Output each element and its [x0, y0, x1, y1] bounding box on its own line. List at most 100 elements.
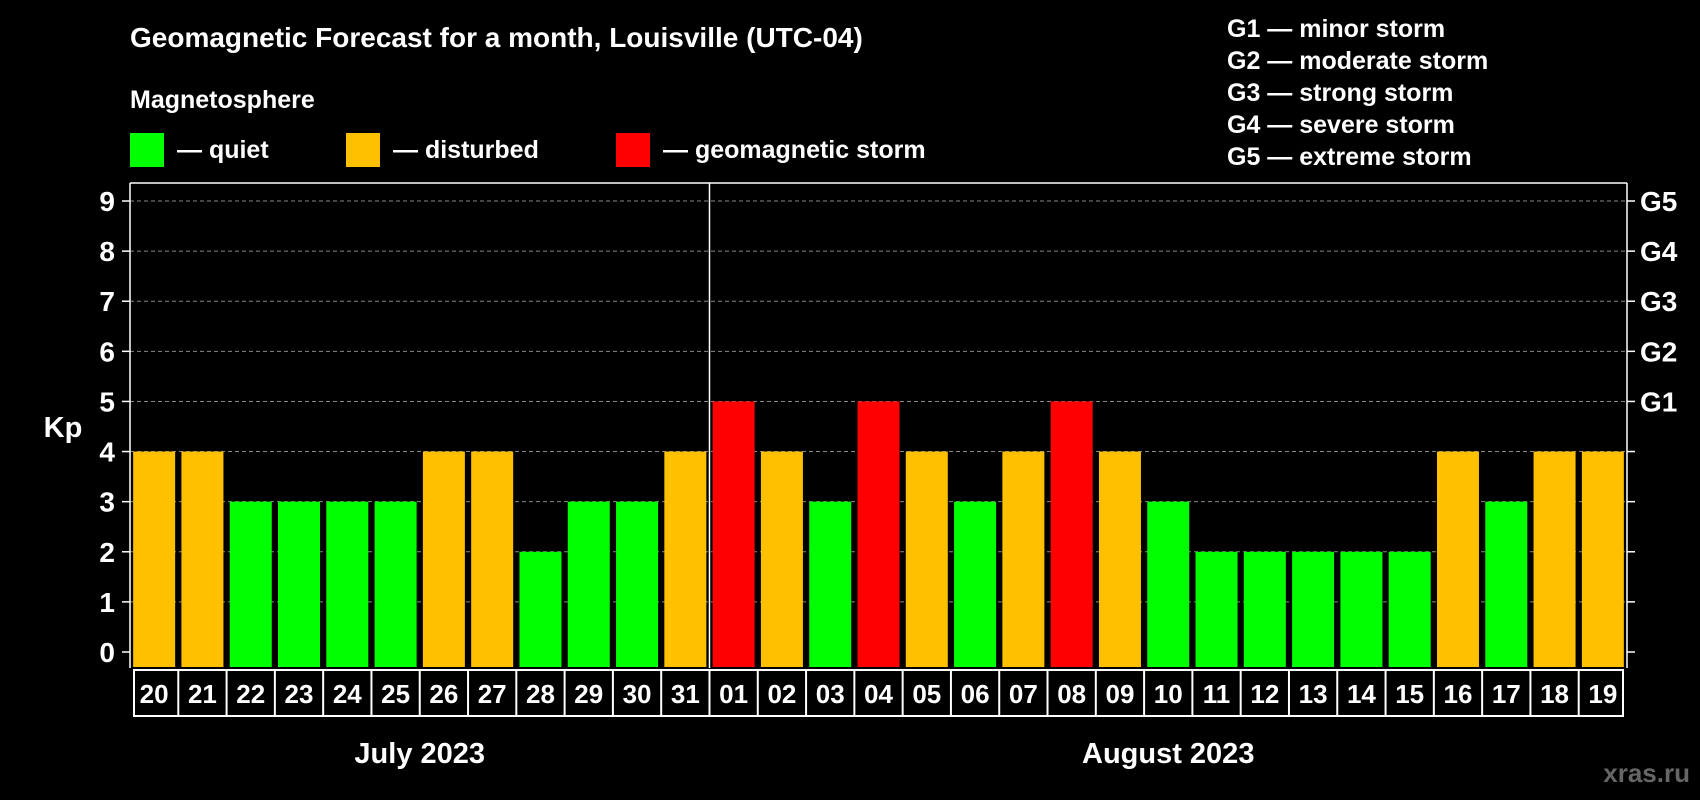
bar — [278, 501, 321, 667]
day-label: 23 — [285, 679, 314, 709]
day-label: 16 — [1444, 679, 1473, 709]
y-tick-label: 2 — [99, 537, 115, 568]
bar — [567, 501, 610, 667]
bar — [1098, 451, 1141, 667]
axes — [122, 182, 1635, 668]
bar — [905, 451, 948, 667]
legend-label: — quiet — [177, 136, 269, 164]
day-label: 31 — [671, 679, 700, 709]
storm-scale-list: G1 — minor storm G2 — moderate storm G3 — … — [1227, 15, 1488, 171]
y-axis-label: Kp — [44, 412, 83, 444]
storm-level-label: G4 — [1640, 236, 1678, 267]
day-label: 04 — [864, 679, 893, 709]
legend-heading: Magnetosphere — [130, 86, 315, 114]
day-label-row — [133, 669, 1624, 717]
y-tick-label: 8 — [99, 236, 115, 267]
legend: — quiet — disturbed — geomagnetic storm — [130, 133, 926, 167]
day-label: 30 — [623, 679, 652, 709]
bar — [422, 451, 465, 667]
bar — [326, 501, 369, 667]
bar — [133, 451, 176, 667]
bar — [664, 451, 707, 667]
chart-title: Geomagnetic Forecast for a month, Louisv… — [130, 22, 863, 53]
day-label: 22 — [236, 679, 265, 709]
bar — [1292, 551, 1335, 667]
legend-swatch — [130, 133, 164, 167]
bar — [760, 451, 803, 667]
day-label: 09 — [1105, 679, 1134, 709]
bar — [229, 501, 272, 667]
storm-scale-item: G3 — strong storm — [1227, 79, 1453, 107]
month-label: August 2023 — [1082, 738, 1254, 770]
day-label: 14 — [1347, 679, 1376, 709]
y-tick-label: 5 — [99, 386, 115, 417]
day-label: 27 — [478, 679, 507, 709]
day-label: 21 — [188, 679, 217, 709]
storm-scale-item: G4 — severe storm — [1227, 111, 1455, 139]
bar — [1485, 501, 1528, 667]
storm-level-label: G3 — [1640, 286, 1677, 317]
day-labels: 20 21 22 23 24 25 26 27 28 29 30 31 01 02 03 04 05 06 07 08… — [133, 669, 1624, 717]
storm-level-tick-labels: G1 G2 G3 G4 G5 — [1640, 186, 1678, 417]
day-label: 08 — [1057, 679, 1086, 709]
legend-label: — geomagnetic storm — [663, 136, 926, 164]
storm-scale-item: G2 — moderate storm — [1227, 47, 1488, 75]
bar — [1340, 551, 1383, 667]
day-label: 24 — [333, 679, 362, 709]
bar — [519, 551, 562, 667]
bar — [1388, 551, 1431, 667]
day-label: 19 — [1588, 679, 1617, 709]
month-label: July 2023 — [354, 738, 485, 770]
bar — [1050, 401, 1093, 667]
bar — [1002, 451, 1045, 667]
day-label: 11 — [1203, 679, 1231, 709]
storm-level-label: G5 — [1640, 186, 1677, 217]
y-tick-label: 1 — [99, 587, 115, 618]
legend-label: — disturbed — [393, 136, 539, 164]
y-tick-label: 9 — [99, 186, 115, 217]
day-label: 18 — [1540, 679, 1569, 709]
legend-swatch — [616, 133, 650, 167]
y-tick-label: 0 — [99, 637, 115, 668]
storm-scale-item: G1 — minor storm — [1227, 15, 1445, 43]
bar — [809, 501, 852, 667]
y-tick-label: 4 — [99, 437, 115, 468]
bar — [712, 401, 755, 667]
bar — [616, 501, 659, 667]
storm-level-label: G1 — [1640, 386, 1677, 417]
bars — [133, 401, 1624, 667]
storm-scale-item: G5 — extreme storm — [1227, 143, 1472, 171]
bar — [857, 401, 900, 667]
day-label: 03 — [816, 679, 845, 709]
bar — [1195, 551, 1238, 667]
bar — [471, 451, 514, 667]
day-label: 28 — [526, 679, 555, 709]
y-tick-label: 6 — [99, 336, 115, 367]
bar — [1436, 451, 1479, 667]
day-label: 25 — [381, 679, 410, 709]
day-label: 02 — [767, 679, 796, 709]
bar — [1581, 451, 1624, 667]
y-tick-label: 3 — [99, 487, 115, 518]
y-tick-label: 7 — [99, 286, 115, 317]
day-label: 12 — [1250, 679, 1279, 709]
watermark: xras.ru — [1603, 758, 1690, 788]
storm-level-label: G2 — [1640, 336, 1677, 367]
day-label: 10 — [1154, 679, 1183, 709]
day-label: 26 — [429, 679, 458, 709]
bar — [1243, 551, 1286, 667]
bar — [181, 451, 224, 667]
day-label: 01 — [719, 679, 748, 709]
day-label: 29 — [574, 679, 603, 709]
day-label: 17 — [1492, 679, 1521, 709]
day-label: 07 — [1009, 679, 1038, 709]
day-label: 15 — [1395, 679, 1424, 709]
bar — [374, 501, 417, 667]
bar — [1533, 451, 1576, 667]
day-label: 20 — [140, 679, 169, 709]
legend-swatch — [346, 133, 380, 167]
day-label: 06 — [961, 679, 990, 709]
bar — [1147, 501, 1190, 667]
day-label: 05 — [912, 679, 941, 709]
